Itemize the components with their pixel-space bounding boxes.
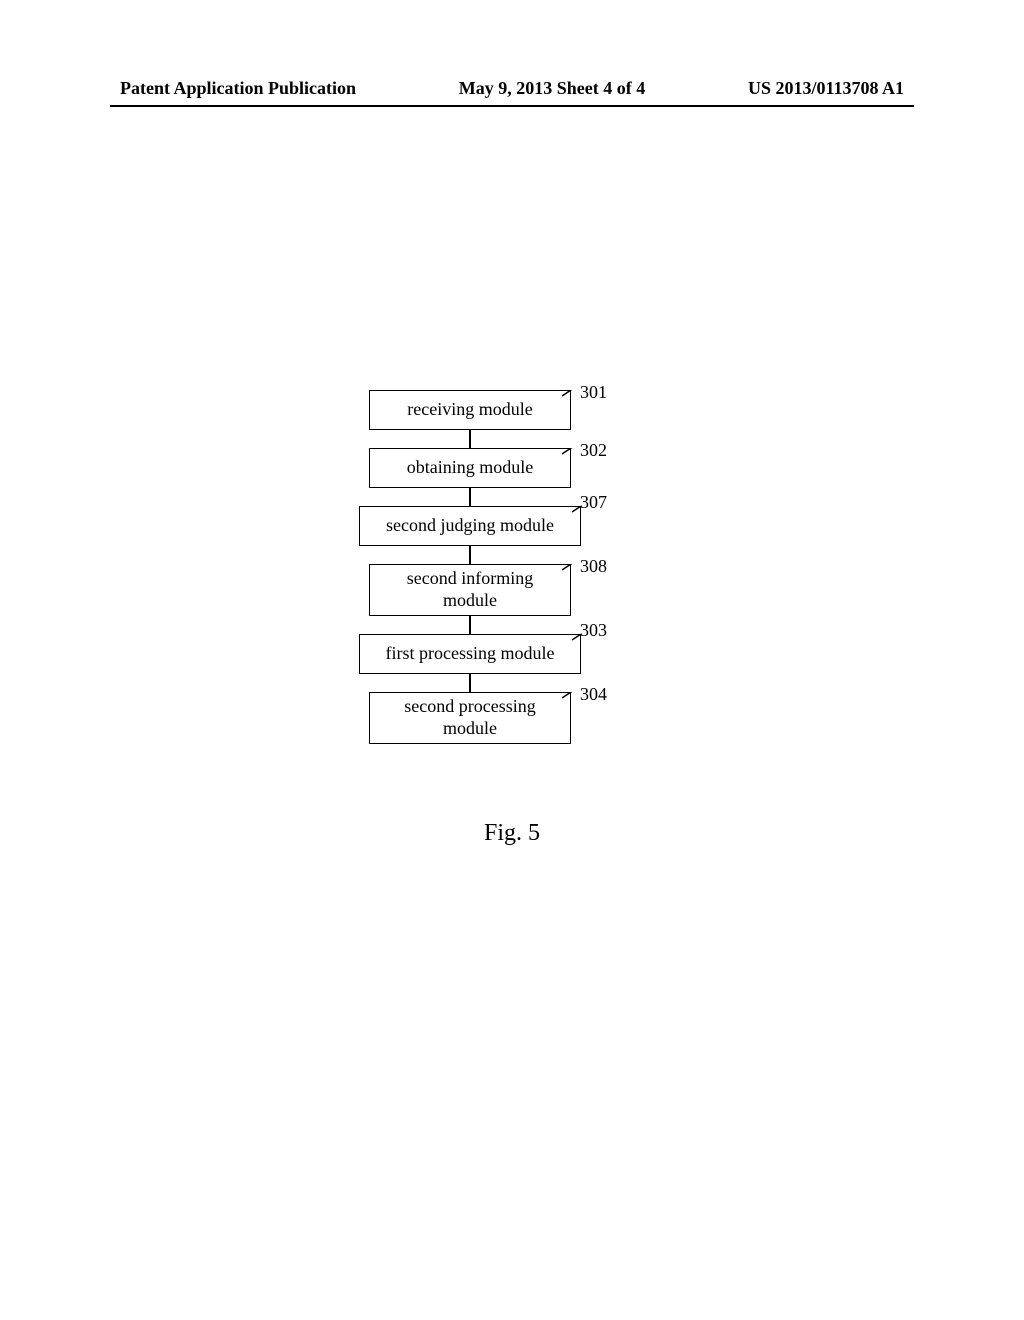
figure-caption: Fig. 5	[0, 820, 1024, 847]
header-row: Patent Application Publication May 9, 20…	[0, 78, 1024, 99]
header-left: Patent Application Publication	[120, 78, 356, 99]
ref-302: 302	[580, 440, 607, 461]
box-n307: second judging module	[359, 506, 581, 546]
node-n302: obtaining module302	[300, 448, 640, 488]
connector-n302	[469, 488, 471, 506]
box-n303: first processing module	[359, 634, 581, 674]
node-n307: second judging module307	[300, 506, 640, 546]
ref-301: 301	[580, 382, 607, 403]
box-n302: obtaining module	[369, 448, 571, 488]
connector-n303	[469, 674, 471, 692]
connector-n308	[469, 616, 471, 634]
box-n301: receiving module	[369, 390, 571, 430]
ref-307: 307	[580, 492, 607, 513]
connector-n307	[469, 546, 471, 564]
ref-308: 308	[580, 556, 607, 577]
node-n304: second processingmodule304	[300, 692, 640, 744]
box-n304: second processingmodule	[369, 692, 571, 744]
ref-303: 303	[580, 620, 607, 641]
page: Patent Application Publication May 9, 20…	[0, 0, 1024, 1320]
connector-n301	[469, 430, 471, 448]
box-n308: second informingmodule	[369, 564, 571, 616]
node-n301: receiving module301	[300, 390, 640, 430]
header-right: US 2013/0113708 A1	[748, 78, 904, 99]
flowchart: receiving module301obtaining module302se…	[300, 390, 640, 744]
ref-304: 304	[580, 684, 607, 705]
node-n303: first processing module303	[300, 634, 640, 674]
page-header: Patent Application Publication May 9, 20…	[0, 78, 1024, 107]
node-n308: second informingmodule308	[300, 564, 640, 616]
header-rule	[110, 105, 914, 107]
header-center: May 9, 2013 Sheet 4 of 4	[459, 78, 645, 99]
